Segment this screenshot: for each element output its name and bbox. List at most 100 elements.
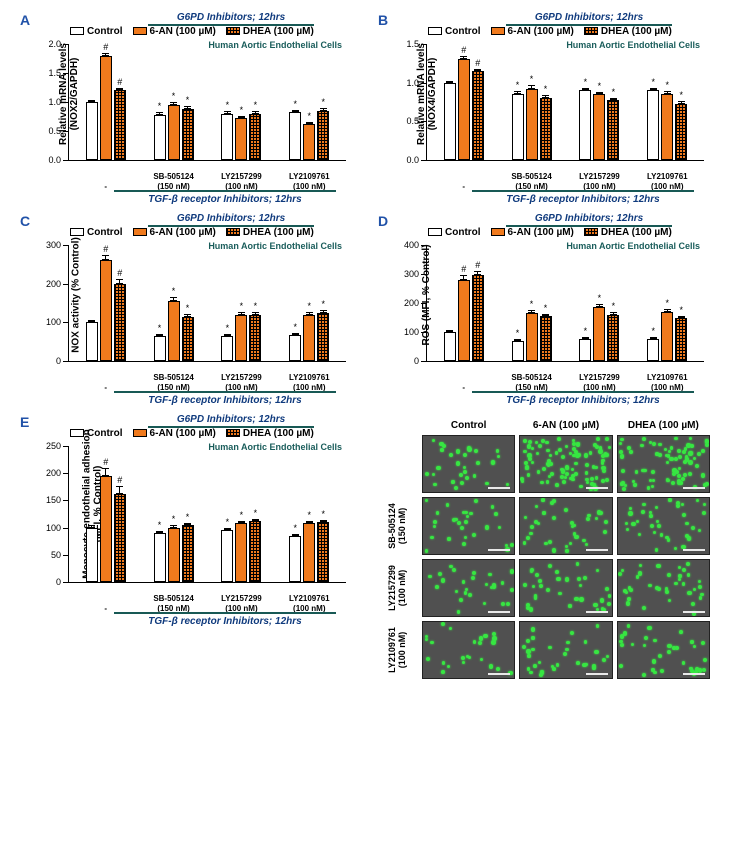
group-x-label: LY2157299(100 nM) (217, 172, 265, 192)
panel-letter: A (20, 12, 30, 28)
panel-footer: TGF-β receptor Inhibitors; 12hrs (460, 190, 706, 205)
micrograph-row-label: SB-505124(150 nM) (387, 503, 407, 549)
group-x-label: LY2109761(100 nM) (285, 172, 333, 192)
panel-header: G6PD Inhibitors; 12hrs (470, 213, 708, 227)
bar: * (303, 511, 315, 582)
ytick-label: 300 (39, 240, 61, 250)
significance-mark: * (294, 524, 298, 534)
significance-mark: * (322, 300, 326, 310)
group-x-label: LY2109761(100 nM) (285, 373, 333, 393)
significance-mark: * (544, 304, 548, 314)
bar (86, 90, 98, 160)
bar: # (100, 458, 112, 582)
bar: * (221, 324, 233, 361)
bar: * (647, 78, 659, 160)
bar: * (675, 306, 687, 361)
panel-legend: Control6-AN (100 µM)DHEA (100 µM) (428, 227, 710, 238)
panel-footer: TGF-β receptor Inhibitors; 12hrs (102, 612, 348, 627)
significance-mark: * (652, 78, 656, 88)
bar: * (607, 302, 619, 361)
ytick-label: 300 (397, 269, 419, 279)
ytick-label: 0 (39, 356, 61, 366)
bar: * (235, 106, 247, 160)
significance-mark: * (516, 329, 520, 339)
bar-group: ***LY2157299(100 nM) (221, 302, 261, 361)
scale-bar (586, 673, 608, 675)
bar-group: ***LY2157299(100 nM) (221, 101, 261, 160)
bar: * (579, 78, 591, 160)
bar: * (221, 518, 233, 582)
significance-mark: * (158, 102, 162, 112)
scale-bar (586, 611, 608, 613)
micrograph-cell (422, 621, 515, 679)
bar: * (249, 302, 261, 361)
significance-mark: # (117, 476, 122, 486)
bar-group: ***LY2109761(100 nM) (289, 98, 329, 160)
panel-footer: TGF-β receptor Inhibitors; 12hrs (102, 391, 348, 406)
bar: * (540, 85, 552, 160)
significance-mark: * (308, 112, 312, 122)
micrograph-cell (422, 497, 515, 555)
panel-header: G6PD Inhibitors; 12hrs (112, 213, 350, 227)
significance-mark: * (294, 100, 298, 110)
micrograph-row-label: LY2157299(100 nM) (387, 565, 407, 611)
bar: * (154, 324, 166, 361)
bar: * (168, 515, 180, 582)
micrograph-cell (617, 435, 710, 493)
bar: * (579, 327, 591, 361)
bar: * (303, 302, 315, 361)
bar-group: ***SB-505124(150 nM) (154, 513, 194, 582)
ytick-label: 100 (39, 317, 61, 327)
bar: * (182, 513, 194, 582)
ytick-label: 400 (397, 240, 419, 250)
micrograph-row (422, 435, 710, 493)
ytick-label: 200 (397, 298, 419, 308)
micrograph-cell (617, 559, 710, 617)
ytick-label: 0.5 (39, 126, 61, 136)
bar: * (317, 98, 329, 160)
panel-letter: E (20, 414, 29, 430)
significance-mark: * (158, 324, 162, 334)
significance-mark: * (652, 327, 656, 337)
ytick-label: 1.5 (39, 68, 61, 78)
group-x-label: LY2157299(100 nM) (217, 373, 265, 393)
mg-col-control: Control (422, 420, 515, 431)
group-x-label: SB-505124(150 nM) (150, 172, 198, 192)
micrograph-row: SB-505124(150 nM) (422, 497, 710, 555)
ytick-label: 50 (39, 550, 61, 560)
bar: * (540, 304, 552, 361)
significance-mark: * (254, 509, 258, 519)
group-x-label: SB-505124(150 nM) (508, 373, 556, 393)
ytick-label: 1.5 (397, 39, 419, 49)
bar: * (607, 88, 619, 160)
bar-group: ***SB-505124(150 nM) (512, 75, 552, 160)
bar: * (661, 81, 673, 160)
group-x-label: SB-505124(150 nM) (150, 373, 198, 393)
significance-mark: * (584, 327, 588, 337)
significance-mark: * (308, 302, 312, 312)
bar: * (512, 81, 524, 160)
micrograph-cell (519, 497, 612, 555)
bar-group: ***SB-505124(150 nM) (154, 92, 194, 160)
panel-legend: Control6-AN (100 µM)DHEA (100 µM) (70, 26, 352, 37)
significance-mark: * (680, 91, 684, 101)
significance-mark: # (475, 59, 480, 69)
significance-mark: * (158, 521, 162, 531)
bar: # (458, 46, 470, 160)
bar-group: ##- (444, 46, 484, 160)
significance-mark: # (117, 269, 122, 279)
significance-mark: * (226, 324, 230, 334)
group-x-label: SB-505124(150 nM) (508, 172, 556, 192)
bar: # (458, 265, 470, 361)
bar: # (472, 59, 484, 160)
bar: * (249, 101, 261, 160)
bar (86, 310, 98, 361)
bar-group: ##- (86, 458, 126, 582)
bar-group: ***LY2157299(100 nM) (221, 509, 261, 582)
group-x-label: LY2157299(100 nM) (575, 373, 623, 393)
micrograph-cell (617, 497, 710, 555)
group-x-label: SB-505124(150 nM) (150, 594, 198, 614)
ytick-label: 250 (39, 441, 61, 451)
ytick-label: 100 (39, 523, 61, 533)
micrograph-cell (519, 435, 612, 493)
